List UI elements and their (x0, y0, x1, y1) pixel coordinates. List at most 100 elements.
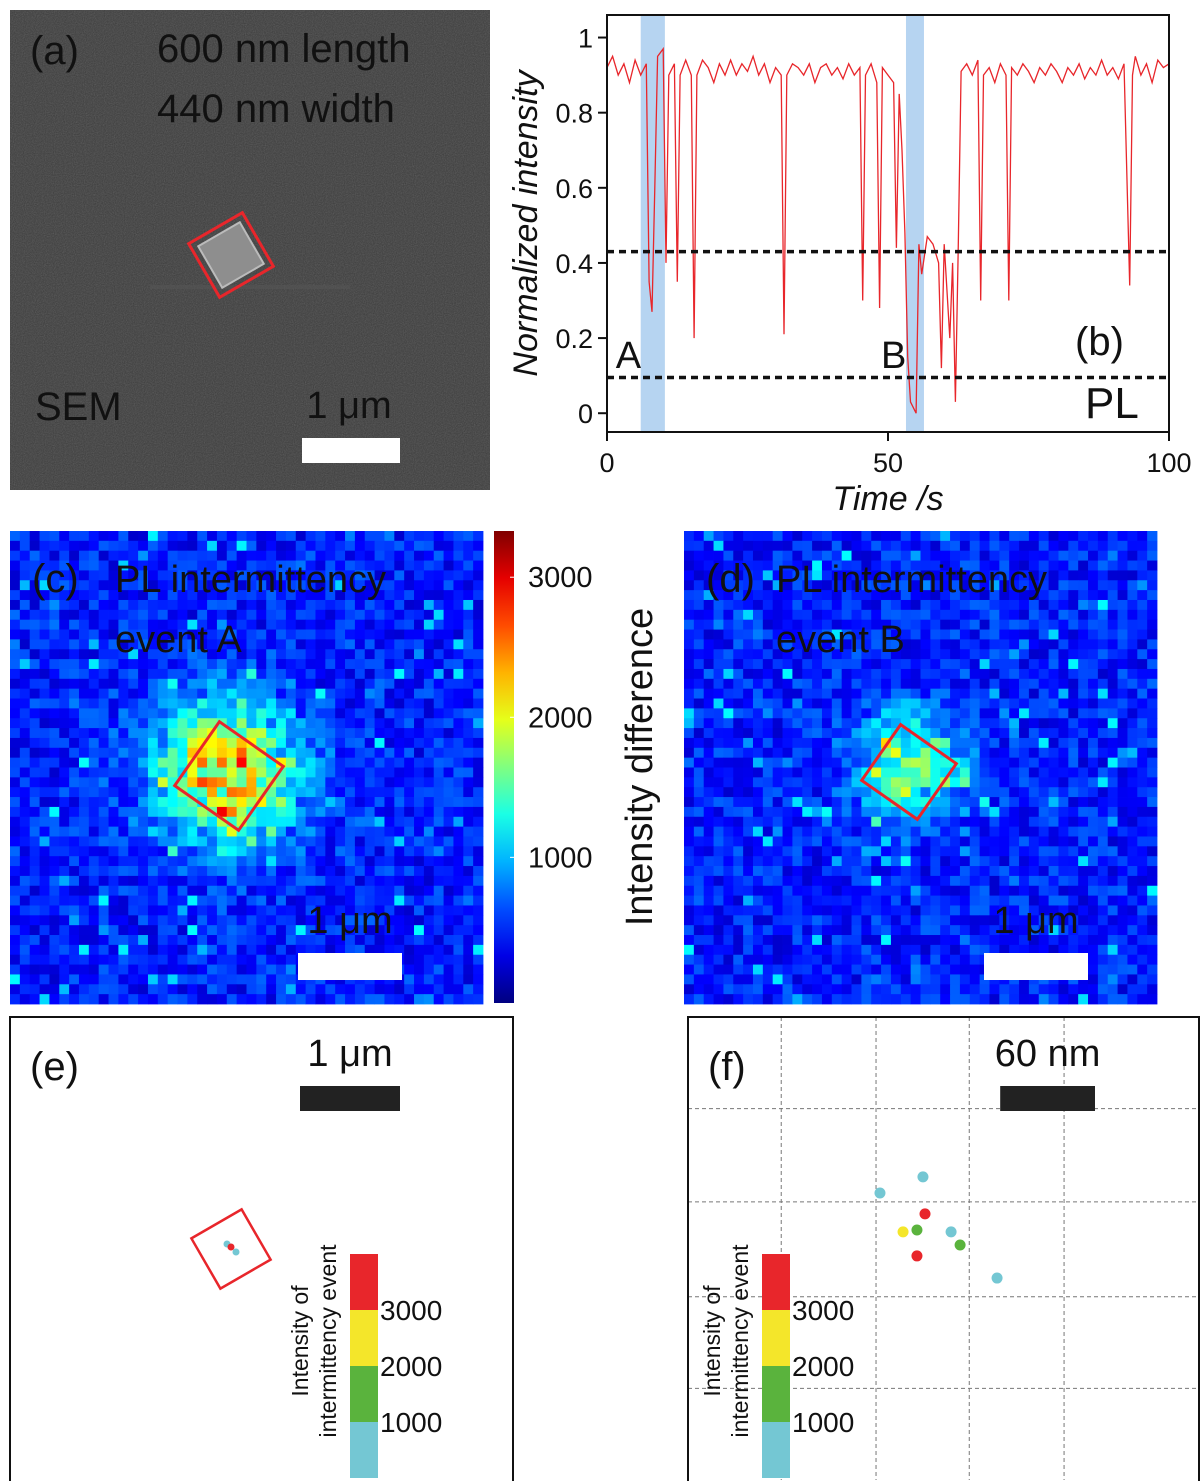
heatmap-cell (109, 768, 119, 778)
heatmap-cell (1068, 659, 1078, 669)
heatmap-cell (773, 807, 783, 817)
heatmap-cell (1068, 689, 1078, 699)
heatmap-cell (49, 649, 59, 659)
heatmap-cell (79, 708, 89, 718)
heatmap-cell (1147, 679, 1157, 689)
heatmap-cell (365, 531, 375, 541)
heatmap-cell (473, 935, 483, 945)
heatmap-cell (49, 984, 59, 994)
heatmap-cell (1098, 876, 1108, 886)
heatmap-cell (256, 817, 266, 827)
heatmap-cell (335, 728, 345, 738)
heatmap-cell (365, 620, 375, 630)
heatmap-cell (59, 669, 69, 679)
heatmap-cell (822, 768, 832, 778)
heatmap-cell (394, 541, 404, 551)
heatmap-cell (89, 669, 99, 679)
heatmap-cell (852, 699, 862, 709)
heatmap-cell (1029, 886, 1039, 896)
heatmap-cell (20, 886, 30, 896)
heatmap-cell (266, 679, 276, 689)
heatmap-cell (128, 945, 138, 955)
heatmap-cell (158, 600, 168, 610)
heatmap-cell (684, 541, 694, 551)
heatmap-cell (128, 807, 138, 817)
heatmap-cell (970, 876, 980, 886)
heatmap-cell (138, 541, 148, 551)
heatmap-cell (473, 905, 483, 915)
heatmap-cell (1127, 817, 1137, 827)
heatmap-cell (1009, 856, 1019, 866)
heatmap-cell (256, 984, 266, 994)
heatmap-cell (743, 925, 753, 935)
heatmap-cell (1098, 994, 1108, 1004)
heatmap-cell (980, 531, 990, 541)
heatmap-cell (394, 708, 404, 718)
heatmap-cell (822, 531, 832, 541)
heatmap-cell (434, 886, 444, 896)
heatmap-cell (178, 866, 188, 876)
heatmap-cell (30, 905, 40, 915)
heatmap-cell (1068, 708, 1078, 718)
heatmap-cell (1029, 649, 1039, 659)
heatmap-cell (950, 886, 960, 896)
heatmap-cell (30, 787, 40, 797)
heatmap-cell (822, 886, 832, 896)
heatmap-cell (444, 817, 454, 827)
heatmap-cell (783, 738, 793, 748)
heatmap-cell (325, 600, 335, 610)
heatmap-cell (109, 817, 119, 827)
heatmap-cell (861, 984, 871, 994)
heatmap-cell (940, 649, 950, 659)
heatmap-cell (1098, 620, 1108, 630)
heatmap-cell (1078, 659, 1088, 669)
heatmap-cell (960, 797, 970, 807)
heatmap-cell (59, 797, 69, 807)
heatmap-cell (365, 630, 375, 640)
heatmap-cell (10, 610, 20, 620)
heatmap-cell (256, 905, 266, 915)
heatmap-cell (207, 856, 217, 866)
heatmap-cell (99, 915, 109, 925)
heatmap-cell (404, 994, 414, 1004)
heatmap-cell (970, 610, 980, 620)
heatmap-cell (227, 876, 237, 886)
heatmap-cell (891, 846, 901, 856)
heatmap-cell (881, 827, 891, 837)
heatmap-cell (59, 639, 69, 649)
heatmap-cell (842, 787, 852, 797)
heatmap-cell (296, 610, 306, 620)
annotation: PL intermittency (776, 559, 1047, 601)
heatmap-cell (940, 974, 950, 984)
heatmap-cell (940, 630, 950, 640)
heatmap-cell (1049, 856, 1059, 866)
heatmap-cell (802, 905, 812, 915)
heatmap-cell (783, 925, 793, 935)
heatmap-cell (1049, 679, 1059, 689)
heatmap-cell (930, 846, 940, 856)
heatmap-cell (1098, 836, 1108, 846)
heatmap-cell (365, 639, 375, 649)
heatmap-cell (930, 639, 940, 649)
heatmap-cell (79, 886, 89, 896)
heatmap-cell (714, 649, 724, 659)
heatmap-cell (473, 561, 483, 571)
heatmap-cell (434, 541, 444, 551)
heatmap-cell (325, 758, 335, 768)
heatmap-cell (1137, 570, 1147, 580)
heatmap-cell (79, 590, 89, 600)
heatmap-cell (315, 787, 325, 797)
heatmap-cell (276, 777, 286, 787)
heatmap-cell (217, 777, 227, 787)
heatmap-cell (424, 807, 434, 817)
legend-entry: PL (1085, 379, 1139, 428)
heatmap-cell (1118, 649, 1128, 659)
heatmap-cell (901, 886, 911, 896)
heatmap-cell (1078, 836, 1088, 846)
heatmap-cell (704, 669, 714, 679)
heatmap-cell (950, 935, 960, 945)
heatmap-cell (743, 984, 753, 994)
heatmap-cell (684, 610, 694, 620)
heatmap-cell (822, 738, 832, 748)
heatmap-cell (989, 856, 999, 866)
